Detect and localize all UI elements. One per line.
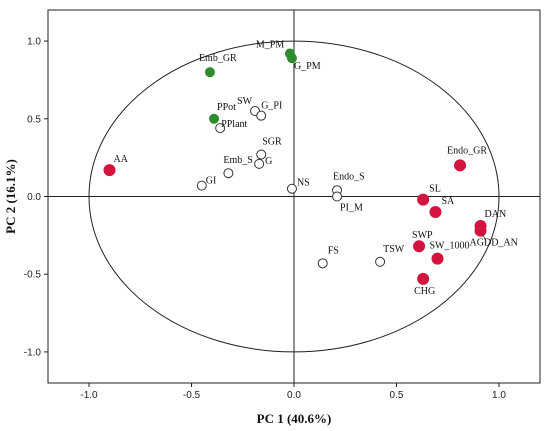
point-g-pm bbox=[286, 53, 297, 64]
point-label: AGDD_AN bbox=[470, 238, 518, 249]
y-tick-label: -0.5 bbox=[24, 270, 42, 281]
point-label: GI bbox=[206, 176, 217, 187]
point-pi-m bbox=[332, 191, 343, 202]
point-label: PPlant bbox=[221, 119, 247, 130]
point-pplant bbox=[215, 123, 226, 134]
point-label: DAN bbox=[485, 209, 507, 220]
point-gi bbox=[196, 180, 207, 191]
point-label: SL bbox=[429, 184, 441, 195]
point-label: G bbox=[265, 156, 272, 167]
y-tick-label: 0.0 bbox=[27, 192, 41, 203]
point-emb-gr bbox=[204, 67, 215, 78]
point-label: NS bbox=[297, 178, 310, 189]
point-label: SW_1000 bbox=[430, 241, 470, 252]
y-axis-ticks: 1.0 0.5 0.0 -0.5 -1.0 bbox=[24, 37, 48, 358]
point-fs bbox=[317, 258, 328, 269]
point-endo-gr bbox=[454, 159, 467, 172]
x-tick-label: 0.5 bbox=[390, 390, 404, 401]
x-axis-label: PC 1 (40.6%) bbox=[257, 411, 332, 426]
point-chg bbox=[417, 272, 430, 285]
point-label: SW bbox=[237, 96, 253, 107]
point-sl bbox=[417, 193, 430, 206]
point-ns bbox=[286, 183, 297, 194]
point-label: SWP bbox=[412, 230, 433, 241]
x-tick-label: -1.0 bbox=[80, 390, 98, 401]
point-ppot bbox=[209, 113, 220, 124]
point-sw-1000 bbox=[431, 252, 444, 265]
data-points: M_PM G_PM Emb_GR PPot PPlant SW G_PI SGR G Emb_S G… bbox=[103, 40, 518, 297]
point-aa bbox=[103, 164, 116, 177]
point-label: AA bbox=[114, 154, 129, 165]
point-label: Emb_S bbox=[223, 155, 252, 166]
point-label: PI_M bbox=[340, 203, 363, 214]
x-tick-label: 1.0 bbox=[492, 390, 506, 401]
x-tick-label: -0.5 bbox=[183, 390, 201, 401]
point-label: CHG bbox=[414, 286, 435, 297]
y-tick-label: 1.0 bbox=[27, 37, 41, 48]
point-label: M_PM bbox=[256, 40, 284, 51]
point-label: Endo_GR bbox=[447, 145, 487, 156]
point-swp bbox=[413, 240, 426, 253]
point-tsw bbox=[375, 256, 386, 267]
point-label: G_PM bbox=[294, 61, 321, 72]
y-tick-label: -1.0 bbox=[24, 347, 42, 358]
point-g bbox=[254, 158, 265, 169]
y-axis-label: PC 2 (16.1%) bbox=[3, 159, 18, 234]
point-label: SGR bbox=[262, 137, 282, 148]
leader-line bbox=[482, 233, 486, 241]
point-label: Endo_S bbox=[333, 171, 365, 182]
x-axis-ticks: -1.0 -0.5 0.0 0.5 1.0 bbox=[80, 383, 506, 401]
point-label: PPot bbox=[217, 102, 236, 113]
point-g-pi bbox=[256, 110, 267, 121]
point-label: SA bbox=[441, 196, 455, 207]
point-label: FS bbox=[328, 245, 339, 256]
point-label: TSW bbox=[383, 244, 405, 255]
point-emb-s bbox=[223, 168, 234, 179]
point-sa bbox=[429, 206, 442, 219]
point-sgr bbox=[256, 149, 267, 160]
y-tick-label: 0.5 bbox=[27, 114, 41, 125]
point-agdd-an bbox=[474, 224, 487, 237]
point-label: G_PI bbox=[261, 101, 282, 112]
x-tick-label: 0.0 bbox=[287, 390, 301, 401]
point-label: Emb_GR bbox=[199, 53, 237, 64]
